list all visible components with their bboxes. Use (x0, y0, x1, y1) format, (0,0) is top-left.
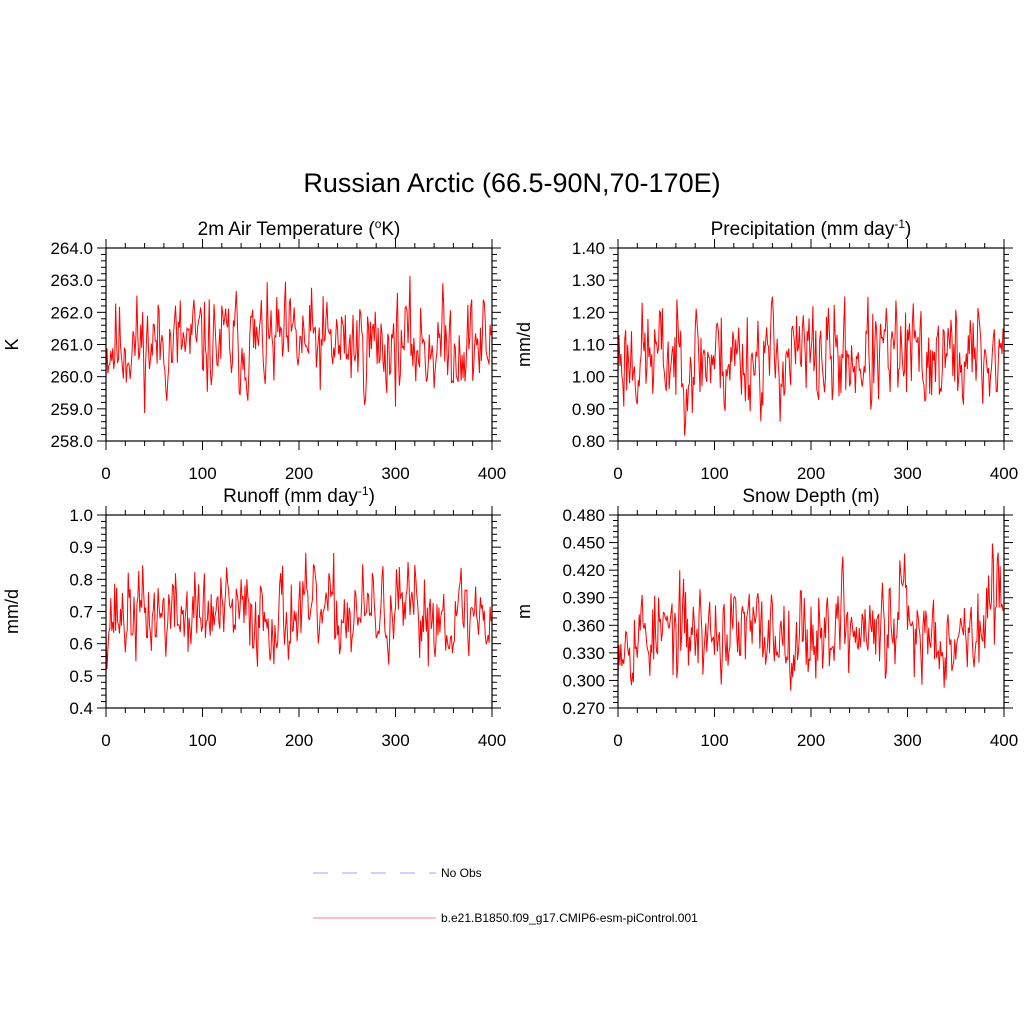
series-line-runoff (105, 552, 492, 670)
y-tick-label: 1.00 (572, 368, 605, 387)
x-tick-label: 100 (700, 731, 728, 750)
series-line-precipitation (617, 296, 1004, 436)
y-tick-label: 0.330 (562, 644, 605, 663)
x-tick-label: 300 (381, 464, 409, 483)
plot-frame-snow-depth (617, 514, 1005, 709)
x-tick-label: 200 (797, 731, 825, 750)
figure-title: Russian Arctic (66.5-90N,70-170E) (303, 168, 720, 198)
legend-label-no-obs: No Obs (441, 866, 482, 880)
y-tick-label: 1.20 (572, 303, 605, 322)
y-tick-label: 1.0 (69, 506, 93, 525)
y-tick-label: 0.90 (572, 400, 605, 419)
y-tick-label: 259.0 (50, 400, 93, 419)
y-axis-label-precipitation: mm/d (514, 322, 534, 367)
y-tick-label: 0.6 (69, 635, 93, 654)
x-tick-label: 0 (613, 731, 622, 750)
panel-precipitation: Precipitation (mm day-1) mm/d 0.80 0.90 1.00… (514, 217, 1018, 483)
x-tick-label: 100 (188, 464, 216, 483)
panel-snow-depth: Snow Depth (m) m 0.270 0.300 0.330 0.360 0.390… (514, 486, 1018, 750)
y-tick-label: 0.300 (562, 671, 605, 690)
y-tick-label: 0.360 (562, 616, 605, 635)
y-tick-label: 261.0 (50, 336, 93, 355)
plot-frame-precipitation (617, 247, 1005, 442)
x-tick-label: 200 (285, 731, 313, 750)
legend-label-model: b.e21.B1850.f09_g17.CMIP6-esm-piControl.… (441, 911, 698, 925)
y-axis-label-air-temperature: K (2, 338, 22, 350)
legend: No Obs b.e21.B1850.f09_g17.CMIP6-esm-piC… (313, 866, 698, 925)
x-tick-label: 400 (990, 731, 1018, 750)
y-tick-label: 0.80 (572, 432, 605, 451)
x-tick-label: 200 (285, 464, 313, 483)
y-tick-label: 258.0 (50, 432, 93, 451)
x-tick-label: 400 (478, 731, 506, 750)
x-tick-label: 0 (101, 464, 110, 483)
y-tick-label: 262.0 (50, 303, 93, 322)
x-tick-label: 100 (700, 464, 728, 483)
plot-frame-air-temperature (105, 247, 493, 442)
x-tick-label: 300 (893, 731, 921, 750)
y-tick-label: 1.40 (572, 239, 605, 258)
y-tick-label: 260.0 (50, 368, 93, 387)
y-tick-label: 0.9 (69, 538, 93, 557)
y-tick-label: 0.8 (69, 570, 93, 589)
y-tick-label: 0.270 (562, 699, 605, 718)
x-tick-label: 200 (797, 464, 825, 483)
x-tick-label: 400 (478, 464, 506, 483)
panel-air-temperature: 2m Air Temperature (oK) K 258.0 259.0 260.0 2… (2, 217, 506, 483)
y-tick-label: 1.10 (572, 336, 605, 355)
x-tick-label: 400 (990, 464, 1018, 483)
y-tick-label: 0.390 (562, 589, 605, 608)
y-tick-label: 264.0 (50, 239, 93, 258)
y-tick-label: 263.0 (50, 271, 93, 290)
panel-title-runoff: Runoff (mm day-1) (223, 484, 375, 507)
x-tick-label: 300 (893, 464, 921, 483)
x-tick-label: 300 (381, 731, 409, 750)
plot-frame-runoff (105, 514, 493, 709)
panel-title-precipitation: Precipitation (mm day-1) (711, 217, 912, 240)
panel-runoff: Runoff (mm day-1) mm/d 0.4 0.5 0.6 0.7 0.8 0.9 1… (2, 484, 506, 750)
x-tick-label: 100 (188, 731, 216, 750)
y-tick-label: 0.420 (562, 561, 605, 580)
y-tick-label: 0.4 (69, 699, 93, 718)
series-line-snow-depth (617, 543, 1004, 691)
panel-title-snow-depth: Snow Depth (m) (742, 486, 879, 507)
y-tick-label: 0.450 (562, 534, 605, 553)
series-line-air-temperature (105, 275, 492, 413)
panel-title-air-temperature: 2m Air Temperature (oK) (198, 217, 401, 240)
y-axis-label-snow-depth: m (514, 604, 534, 619)
y-tick-label: 1.30 (572, 271, 605, 290)
y-tick-label: 0.480 (562, 506, 605, 525)
y-tick-label: 0.7 (69, 603, 93, 622)
y-axis-label-runoff: mm/d (2, 589, 22, 634)
x-tick-label: 0 (613, 464, 622, 483)
y-tick-label: 0.5 (69, 667, 93, 686)
x-tick-label: 0 (101, 731, 110, 750)
